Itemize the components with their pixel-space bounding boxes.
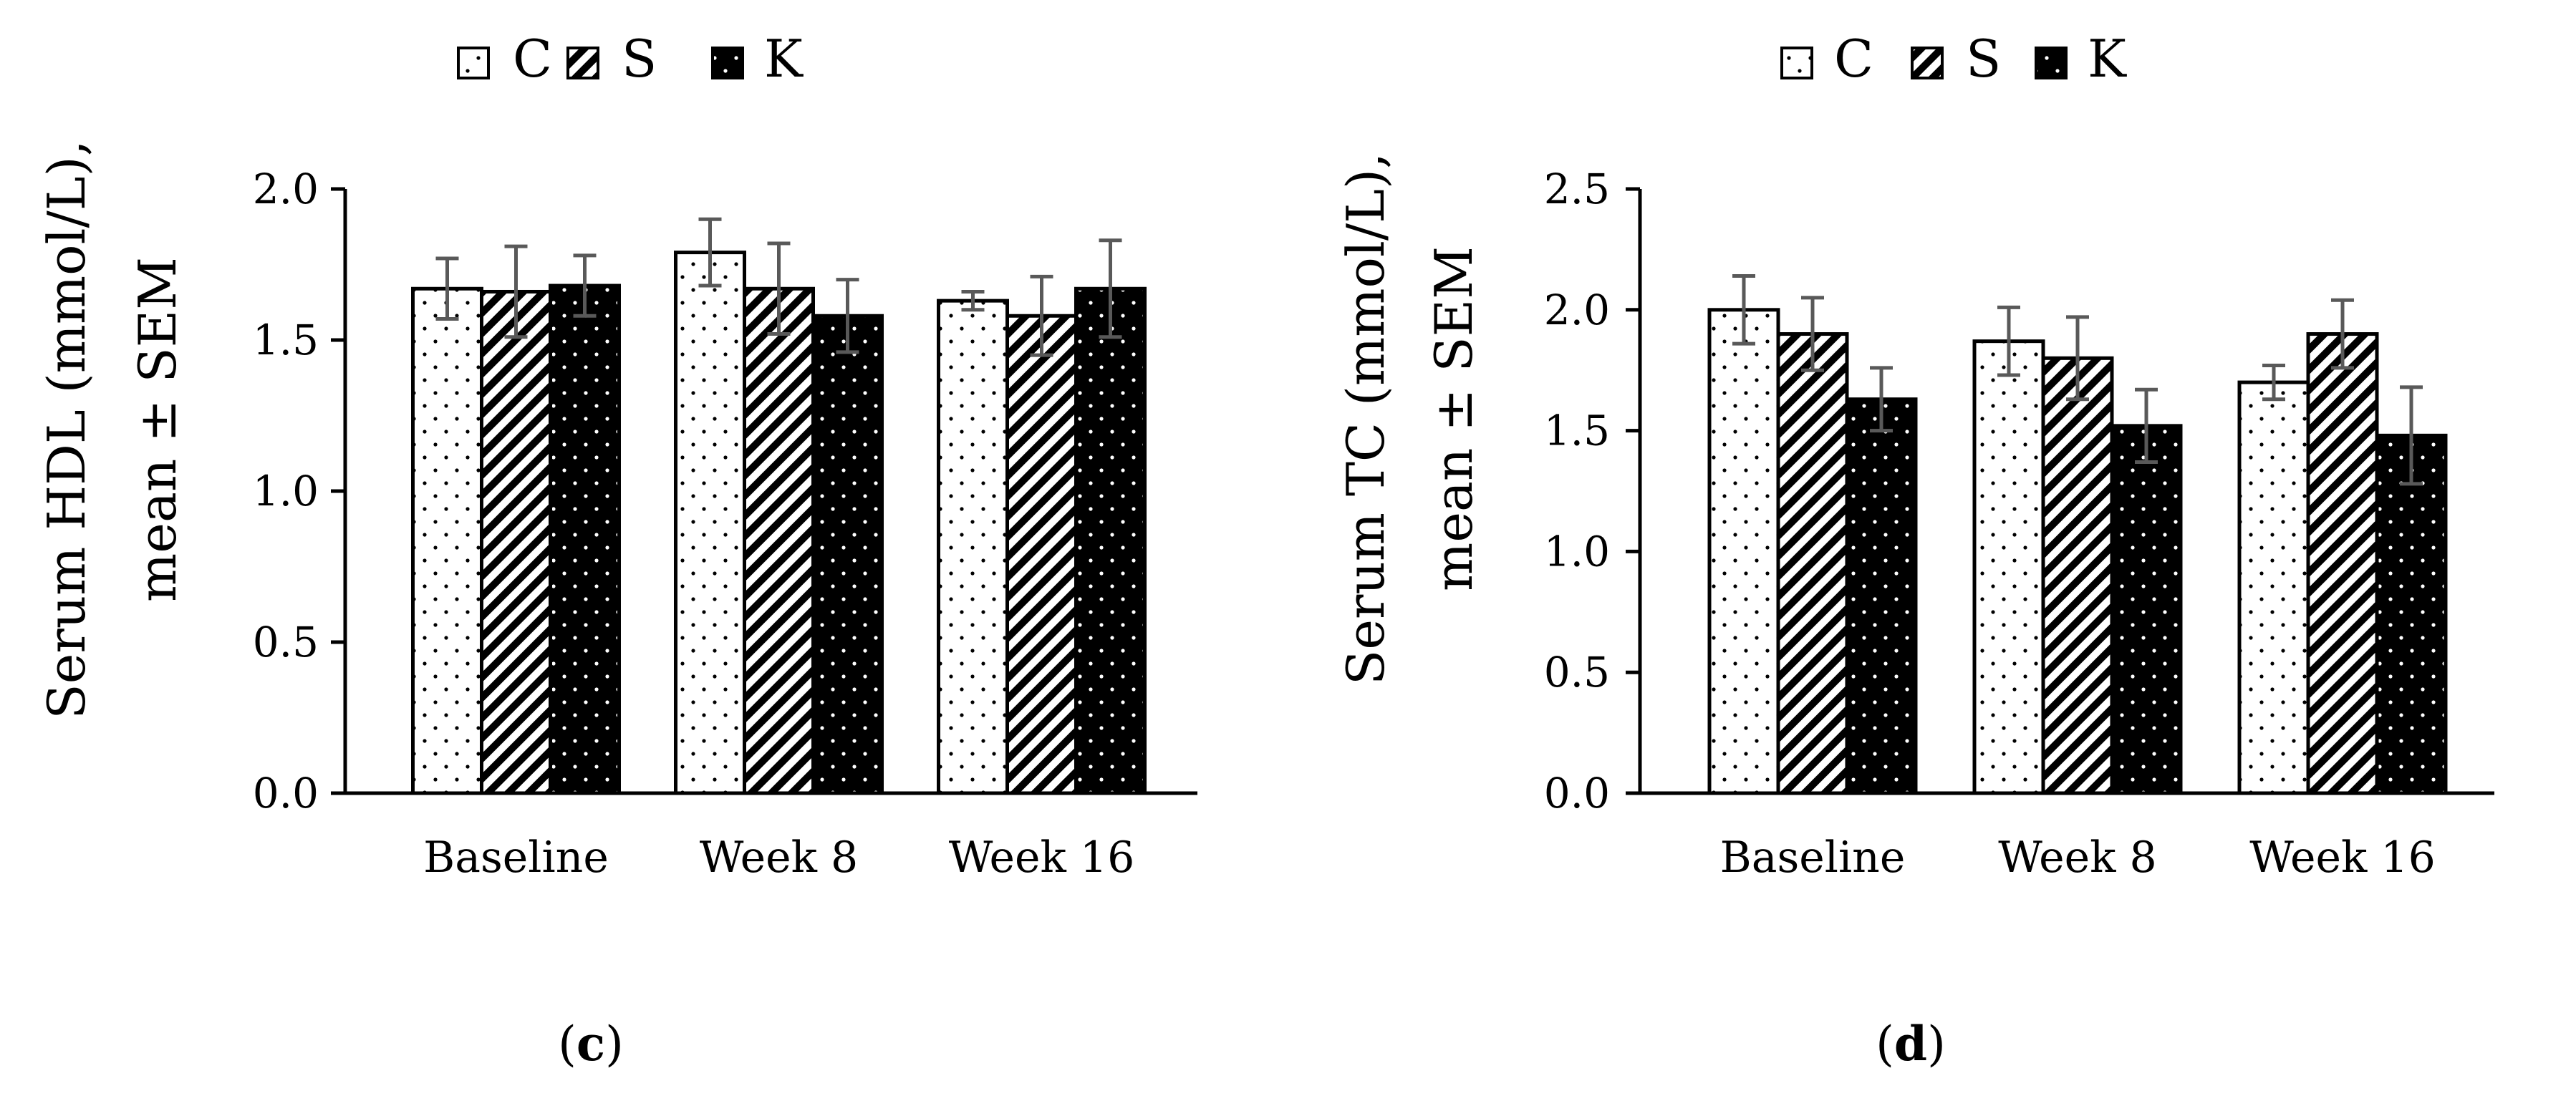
x-tick-label: Week 16 <box>949 833 1135 883</box>
bar-s <box>2041 356 2114 795</box>
legend-swatch-s <box>1911 47 1944 79</box>
panel-caption: (c) <box>558 1016 624 1072</box>
bar-c <box>674 251 746 795</box>
bar-k <box>1845 397 1918 795</box>
y-tick-label: 2.5 <box>1544 165 1610 213</box>
error-bar-s <box>1030 274 1053 357</box>
error-bar-k <box>2400 385 2423 486</box>
x-tick-label: Baseline <box>1720 833 1906 883</box>
legend-swatch-k <box>2035 47 2068 79</box>
error-bar-s <box>504 244 528 339</box>
error-bar-c <box>961 289 985 312</box>
tc-chart-panel: C S K Serum TC (mmol/L), mean ± SEM 0.00… <box>1336 29 2494 1072</box>
bar-c <box>1972 339 2045 795</box>
y-tick-label: 1.0 <box>1544 527 1610 576</box>
y-tick-label: 2.0 <box>1544 286 1610 334</box>
bar-s <box>743 286 815 795</box>
y-tick-label: 1.5 <box>253 316 319 364</box>
y-tick-label: 1.5 <box>1544 407 1610 455</box>
x-tick-label: Week 8 <box>700 833 858 883</box>
plot-area: 0.0 0.5 1.0 1.5 2.0 Baseline Week 8 Week 16 <box>253 165 1197 883</box>
y-axis-label-line2: mean ± SEM <box>127 257 188 602</box>
legend-label-k: K <box>2088 29 2127 89</box>
legend-swatch-k <box>711 47 744 79</box>
x-tick-label: Week 16 <box>2249 833 2436 883</box>
legend-label-c: C <box>1834 29 1873 89</box>
error-bar-s <box>767 241 791 336</box>
legend-swatch-s <box>566 47 599 79</box>
y-tick-label: 0.5 <box>1544 648 1610 697</box>
bar-s <box>480 289 552 795</box>
bar-c <box>411 286 483 795</box>
legend-label-s: S <box>1966 29 2001 89</box>
legend: C S K <box>1780 29 2127 89</box>
error-bar-k <box>1099 238 1122 339</box>
error-bar-k <box>573 253 597 318</box>
legend-swatch-c <box>1780 47 1813 79</box>
error-bar-s <box>2066 315 2089 402</box>
bar-s <box>1005 314 1078 795</box>
bar-c <box>937 299 1009 795</box>
bar-k <box>2375 433 2448 795</box>
legend-label-c: C <box>513 29 552 89</box>
y-tick-label: 0.0 <box>253 769 319 818</box>
error-bar-c <box>2262 363 2285 402</box>
error-bar-c <box>698 217 722 288</box>
y-tick-label: 0.5 <box>253 618 319 666</box>
bar-k <box>549 283 621 795</box>
legend-swatch-c <box>457 47 490 79</box>
bar-c <box>1707 308 1780 795</box>
error-bar-k <box>836 278 859 354</box>
error-bar-s <box>1801 296 1824 372</box>
bar-k <box>811 314 884 795</box>
bar-s <box>2306 332 2379 795</box>
error-bar-c <box>1997 305 2020 377</box>
error-bar-s <box>2331 298 2354 370</box>
legend-label-s: S <box>622 29 657 89</box>
legend-label-k: K <box>764 29 804 89</box>
bar-k <box>1074 286 1147 795</box>
error-bar-c <box>1732 274 1755 346</box>
error-bar-k <box>2135 387 2158 464</box>
plot-area: 0.0 0.5 1.0 1.5 2.0 2.5 Baseline Week 8 Week 16 <box>1544 165 2494 883</box>
bar-k <box>2110 424 2183 795</box>
bar-c <box>2237 380 2310 795</box>
y-tick-label: 1.0 <box>253 467 319 515</box>
y-axis-label-line2: mean ± SEM <box>1424 246 1484 591</box>
x-tick-label: Baseline <box>423 833 609 883</box>
legend: C S K <box>457 29 804 89</box>
error-bar-k <box>1870 366 1893 433</box>
y-tick-label: 2.0 <box>253 165 319 213</box>
y-tick-label: 0.0 <box>1544 769 1610 818</box>
error-bar-c <box>435 256 459 321</box>
hdl-chart-panel: C S K Serum HDL (mmol/L), mean ± SEM 0.0… <box>37 29 1197 1072</box>
y-axis-label-line1: Serum TC (mmol/L), <box>1336 152 1396 685</box>
bar-s <box>1776 332 1849 795</box>
y-axis-label-line1: Serum HDL (mmol/L), <box>37 140 97 719</box>
panel-caption: (d) <box>1876 1016 1946 1072</box>
x-tick-label: Week 8 <box>1998 833 2156 883</box>
